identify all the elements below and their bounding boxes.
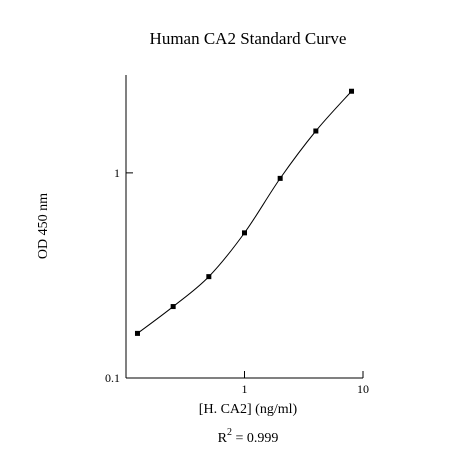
data-point-2 <box>206 274 212 280</box>
r-squared-annotation: R2 = 0.999 <box>218 427 279 446</box>
x-tick-label-1: 10 <box>357 382 369 396</box>
y-axis-ticks: 0.11 <box>105 166 133 385</box>
x-axis-ticks: 1 10 <box>242 371 369 396</box>
r-squared-value: = 0.999 <box>232 431 278 446</box>
r-squared-superscript: 2 <box>227 427 232 438</box>
y-axis-label: OD 450 nm <box>36 193 51 259</box>
plot-area <box>125 75 363 379</box>
y-tick-label-0: 0.1 <box>105 371 120 385</box>
data-point-5 <box>313 128 319 134</box>
x-axis-label: [H. CA2] (ng/ml) <box>199 402 298 417</box>
y-tick-label-1: 1 <box>114 166 120 180</box>
data-point-0 <box>134 330 140 336</box>
data-point-6 <box>349 88 355 94</box>
chart-title: Human CA2 Standard Curve <box>150 29 347 48</box>
data-markers <box>134 88 355 336</box>
data-point-1 <box>170 304 176 310</box>
x-tick-label-0: 1 <box>242 382 248 396</box>
r-squared-prefix: R <box>218 431 228 446</box>
data-point-3 <box>242 230 247 236</box>
data-point-4 <box>277 175 283 181</box>
standard-curve-line <box>137 90 352 334</box>
